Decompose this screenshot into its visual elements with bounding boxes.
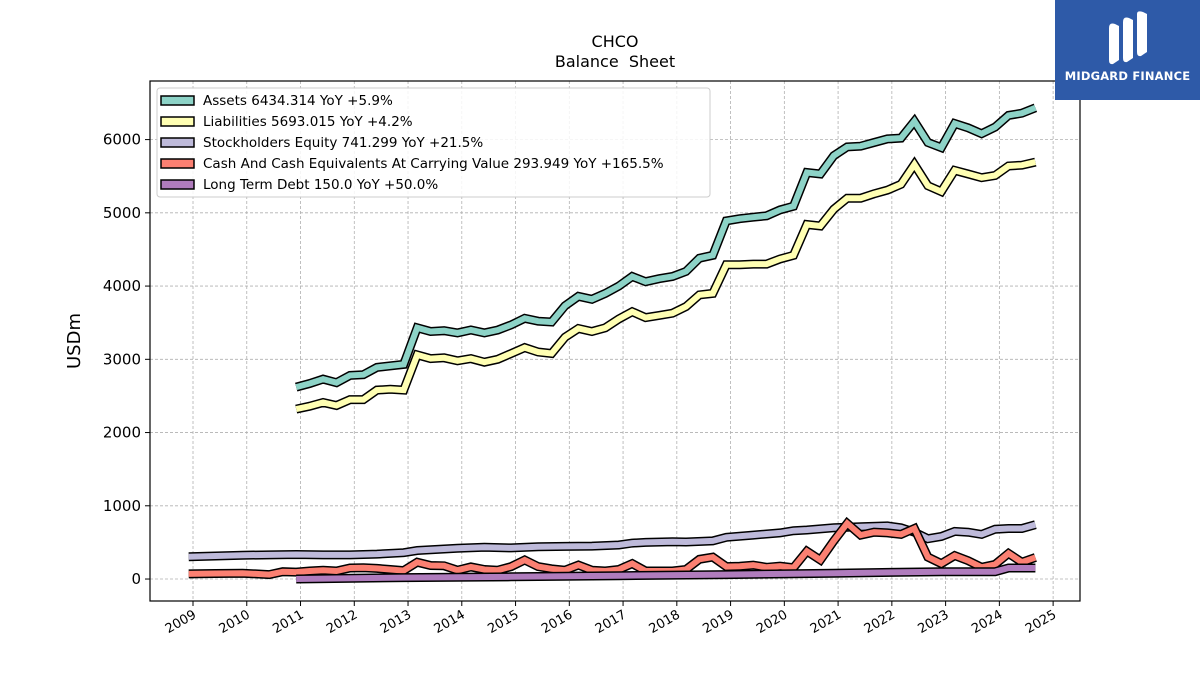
x-tick-label: 2019: [700, 607, 736, 637]
legend-swatch: [160, 158, 195, 169]
chart-subtitle: Balance Sheet: [555, 52, 675, 71]
legend-entry: Long Term Debt 150.0 YoY +50.0%: [203, 177, 438, 193]
x-tick-label: 2014: [432, 607, 468, 637]
legend: Assets 6434.314 YoY +5.9% Liabilities 569…: [156, 87, 711, 198]
x-tick-label: 2020: [754, 607, 790, 637]
axis-ticks: 2009 2010 2011 2012 2013 2014 2015 2016 2017 2018…: [103, 131, 1059, 637]
x-tick-label: 2021: [808, 607, 844, 637]
series-line: [296, 565, 1036, 582]
series-1: [295, 156, 1037, 414]
x-tick-label: 2015: [485, 607, 521, 637]
y-tick-label: 5000: [103, 204, 141, 222]
series-4: [296, 563, 1036, 584]
y-tick-label: 6000: [103, 131, 141, 149]
x-tick-label: 2016: [539, 607, 575, 637]
x-tick-label: 2013: [378, 607, 414, 637]
series-3: [188, 516, 1037, 580]
y-tick-label: 1000: [103, 497, 141, 515]
x-tick-label: 2024: [969, 607, 1005, 637]
series-line: [188, 519, 1037, 578]
legend-entry: Assets 6434.314 YoY +5.9%: [203, 93, 393, 109]
legend-swatch: [160, 137, 195, 148]
series-line: [295, 105, 1037, 390]
y-tick-label: 3000: [103, 350, 141, 368]
x-tick-label: 2018: [647, 607, 683, 637]
x-tick-label: 2023: [915, 607, 951, 637]
series-line: [188, 521, 1037, 560]
legend-swatch: [160, 95, 195, 106]
x-tick-label: 2022: [862, 607, 898, 637]
legend-swatch: [160, 179, 195, 190]
legend-entry: Liabilities 5693.015 YoY +4.2%: [203, 114, 413, 130]
y-axis-label: USDm: [64, 313, 85, 369]
x-tick-label: 2009: [163, 607, 199, 637]
x-tick-label: 2012: [324, 607, 360, 637]
series-line: [295, 159, 1037, 413]
legend-entry: Stockholders Equity 741.299 YoY +21.5%: [203, 135, 483, 151]
logo-text: MIDGARD FINANCE: [1064, 69, 1191, 83]
x-tick-label: 2025: [1023, 607, 1059, 637]
y-tick-label: 0: [131, 570, 141, 588]
series-2: [188, 520, 1037, 562]
plot-frame: [149, 80, 1081, 602]
x-tick-label: 2011: [270, 607, 306, 637]
x-tick-label: 2010: [217, 607, 253, 637]
x-tick-label: 2017: [593, 607, 629, 637]
y-tick-label: 2000: [103, 424, 141, 442]
legend-swatch: [160, 116, 195, 127]
series-line-outline: [295, 156, 1037, 414]
y-tick-label: 4000: [103, 277, 141, 295]
legend-entry: Cash And Cash Equivalents At Carrying Va…: [203, 156, 664, 172]
series-0: [295, 103, 1038, 392]
legend-box: [156, 87, 711, 198]
midgard-finance-logo: MIDGARD FINANCE: [1055, 0, 1200, 100]
chart-title: CHCO: [592, 32, 639, 51]
midgard-monogram-icon: [1109, 11, 1147, 65]
series-layer: [188, 103, 1038, 584]
